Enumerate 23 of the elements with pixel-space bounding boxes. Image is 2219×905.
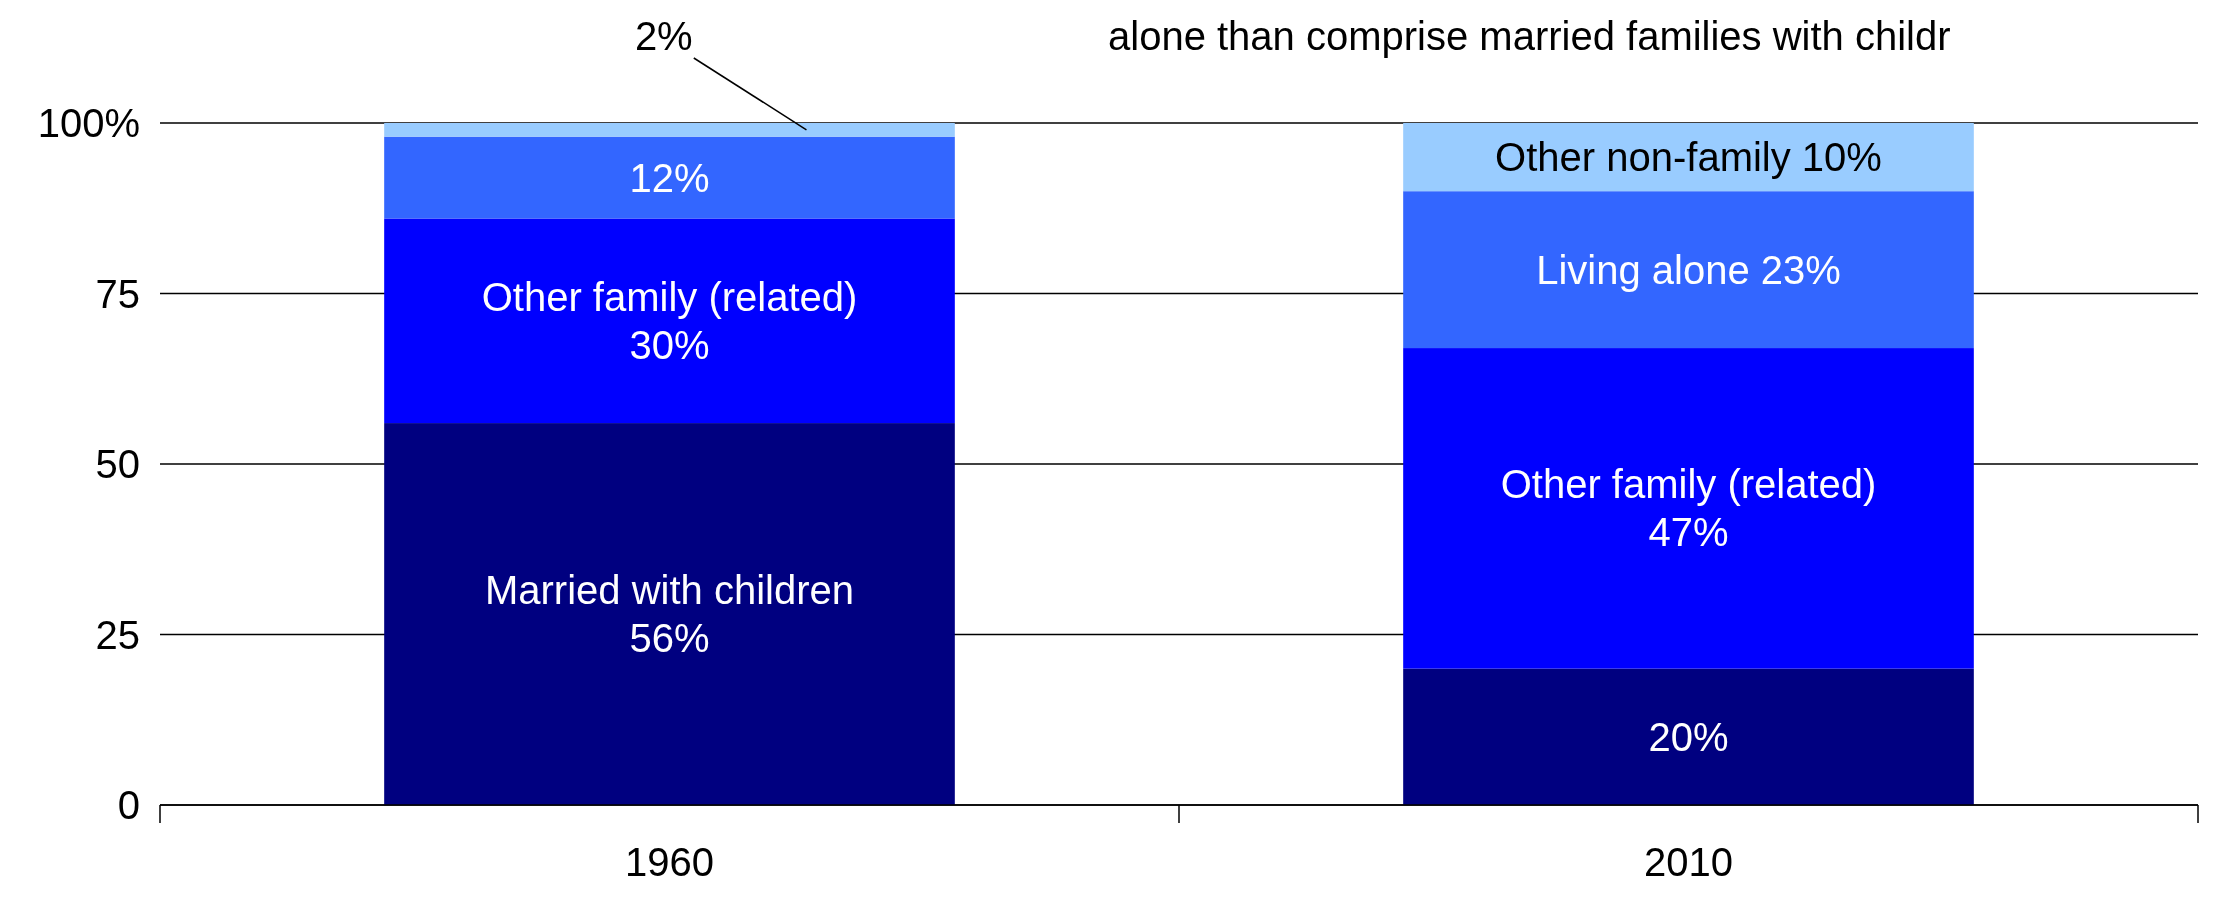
bar (1403, 348, 1974, 669)
x-tick-label: 1960 (625, 840, 714, 884)
bar (384, 423, 955, 805)
data-label: Other family (related) 30% (481, 274, 858, 367)
data-label: Living alone 23% (1536, 247, 1841, 292)
y-tick-label: 25 (95, 612, 140, 657)
text: alone than comprise married families with childr (1108, 14, 1951, 58)
bar (384, 218, 955, 424)
y-tick-label: 100% (37, 101, 140, 145)
x-tick-label: 2010 (1644, 840, 1733, 884)
data-label: 20% (1648, 714, 1729, 759)
y-tick-label: 50 (95, 442, 140, 486)
data-label: Other family (related) 47% (1500, 462, 1877, 555)
bar (384, 123, 955, 137)
data-label: Other non-family 10% (1495, 135, 1882, 180)
bar (1403, 191, 1974, 349)
bar (1403, 668, 1974, 805)
y-tick-label: 0 (117, 783, 140, 827)
data-label: Married with children 56% (484, 568, 855, 661)
data-label: 2% (634, 14, 693, 58)
bar (384, 136, 955, 219)
data-label: 12% (629, 155, 710, 200)
y-tick-label: 75 (95, 271, 140, 316)
